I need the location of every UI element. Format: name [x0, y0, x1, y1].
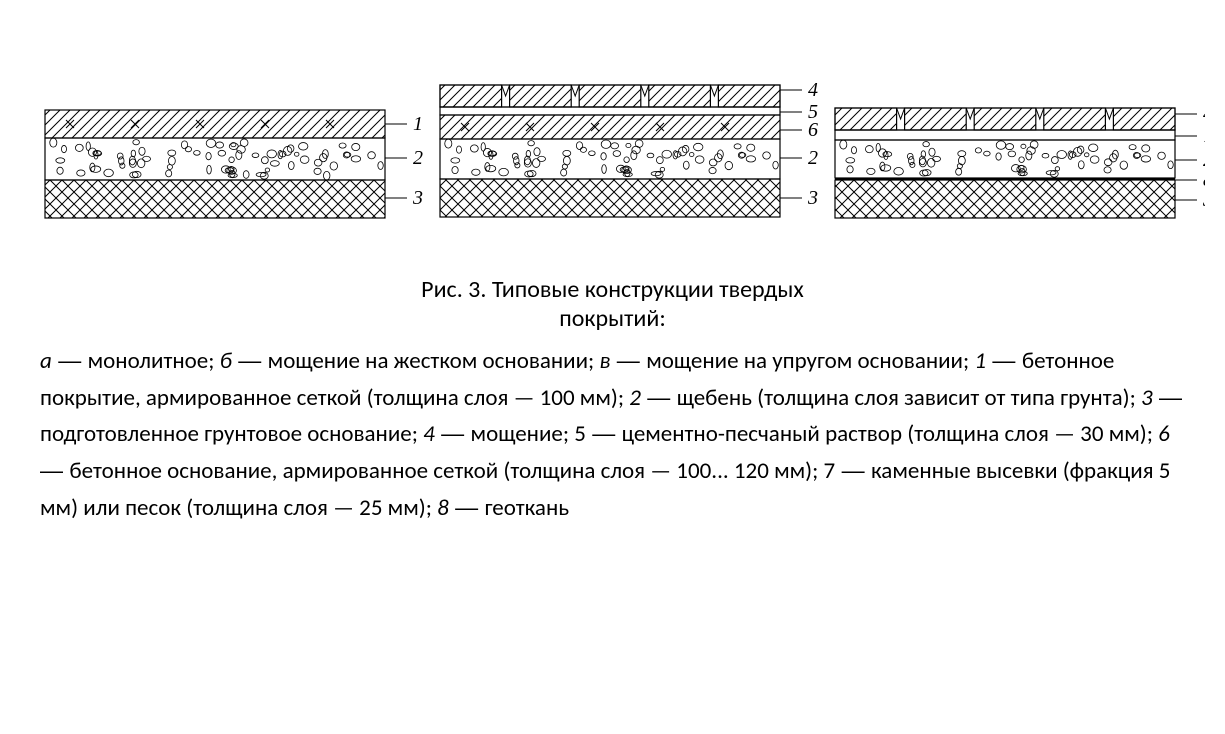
svg-text:2: 2: [808, 147, 818, 169]
legend-text: а — монолитное; б — мощение на жестком о…: [0, 343, 1225, 556]
cross-section-svg: 1234562347283: [20, 30, 1205, 240]
page: 1234562347283 Рис. 3. Типовые конструкци…: [0, 0, 1225, 556]
diagram-row: 1234562347283: [0, 0, 1225, 255]
svg-text:3: 3: [1202, 189, 1205, 211]
svg-text:4: 4: [808, 79, 818, 101]
svg-text:2: 2: [413, 147, 423, 169]
svg-text:6: 6: [808, 119, 818, 141]
svg-text:2: 2: [1203, 149, 1205, 171]
svg-text:1: 1: [413, 113, 423, 135]
svg-text:8: 8: [1203, 169, 1205, 191]
caption-line-1: Рис. 3. Типовые конструкции твердых: [0, 275, 1225, 304]
svg-text:7: 7: [1203, 125, 1205, 147]
figure-caption: Рис. 3. Типовые конструкции твердых покр…: [0, 255, 1225, 343]
svg-text:3: 3: [412, 187, 423, 209]
svg-text:4: 4: [1203, 103, 1205, 125]
svg-text:3: 3: [807, 187, 818, 209]
caption-line-2: покрытий:: [0, 304, 1225, 333]
